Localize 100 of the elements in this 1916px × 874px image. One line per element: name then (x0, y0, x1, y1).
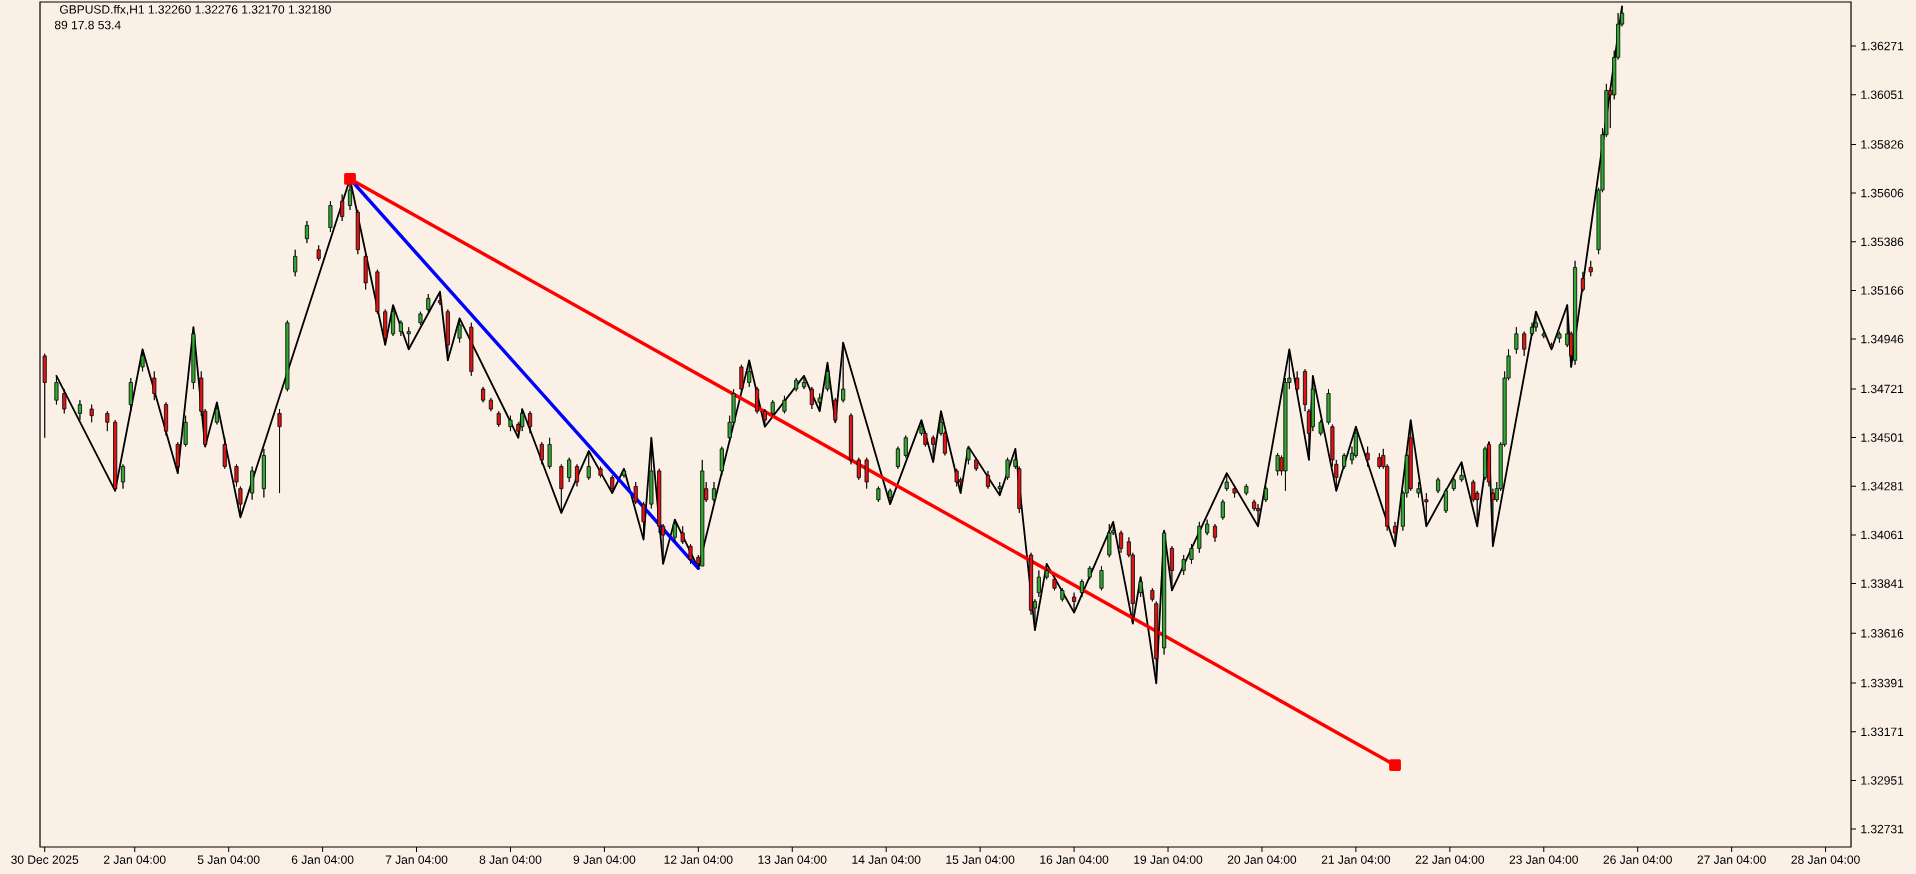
candlestick (1573, 260, 1578, 366)
candlestick (1326, 388, 1331, 425)
candlestick (1275, 452, 1280, 476)
y-tick-label: 1.36271 (1861, 41, 1904, 51)
candlestick (770, 399, 775, 417)
candlestick (328, 200, 333, 233)
y-tick-label: 1.35166 (1861, 286, 1904, 295)
candlestick (1295, 371, 1300, 392)
candlestick (398, 320, 403, 337)
candlestick (841, 342, 846, 403)
candlestick (559, 463, 564, 514)
candlestick (1588, 260, 1593, 277)
x-tick-label: 19 Jan 04:00 (1134, 855, 1203, 864)
candlestick (426, 293, 431, 313)
x-tick-label: 5 Jan 04:00 (197, 855, 260, 864)
chart-title: GBPUSD.ffx,H1 1.32260 1.32276 1.32170 1.32180 (60, 4, 331, 16)
candlestick (1451, 474, 1456, 492)
candlestick (1052, 576, 1057, 591)
candlestick (234, 463, 239, 487)
candlestick (1302, 368, 1308, 412)
candlestick (809, 386, 814, 410)
candlestick (89, 404, 94, 423)
candlestick (391, 304, 396, 337)
candlestick (610, 474, 615, 494)
candlestick (214, 401, 219, 425)
x-tick-label: 13 Jan 04:00 (758, 855, 827, 864)
candlestick (864, 457, 869, 490)
candlestick (1244, 483, 1249, 496)
candlestick (700, 459, 705, 567)
candlestick (140, 348, 145, 372)
candlestick (762, 408, 767, 428)
y-tick-label: 1.33616 (1861, 629, 1904, 638)
candlestick (250, 466, 255, 501)
candlestick (383, 309, 388, 346)
candlestick (261, 448, 266, 498)
candlestick (1580, 271, 1585, 293)
candlestick (128, 377, 133, 412)
candlestick (1224, 472, 1229, 492)
x-tick-label: 28 Jan 04:00 (1791, 855, 1860, 864)
candlestick (469, 322, 474, 377)
candlestick (1107, 523, 1112, 558)
candlestick (375, 269, 380, 315)
candlestick (1514, 326, 1519, 355)
candlestick (1365, 446, 1370, 467)
candlestick (1087, 565, 1092, 580)
candlestick (931, 435, 936, 463)
candlestick (1557, 331, 1562, 344)
y-tick-label: 1.35606 (1861, 188, 1904, 198)
candlestick (974, 457, 979, 472)
candlestick (711, 481, 717, 503)
x-tick-label: 30 Dec 2025 (11, 855, 79, 864)
candlestick (355, 209, 360, 255)
y-tick-label: 1.35826 (1861, 140, 1904, 149)
candlestick (496, 410, 501, 428)
candlestick (1533, 311, 1538, 332)
candlestick (1197, 521, 1202, 554)
candlestick (445, 309, 450, 361)
candlestick (833, 397, 838, 423)
y-tick-label: 1.34946 (1861, 334, 1904, 344)
candlestick (488, 397, 493, 412)
candlestick (1169, 545, 1174, 591)
candlestick (238, 486, 243, 518)
candlestick (191, 326, 196, 390)
candlestick (621, 468, 627, 478)
candlestick (641, 501, 646, 540)
x-tick-label: 27 Jan 04:00 (1697, 855, 1766, 864)
y-tick-label: 1.34721 (1861, 384, 1904, 394)
candlestick (285, 320, 290, 392)
y-tick-label: 1.34281 (1861, 481, 1904, 491)
candlestick (801, 375, 807, 390)
candlestick (120, 463, 126, 490)
x-tick-label: 22 Jan 04:00 (1415, 855, 1485, 864)
candlestick (1044, 563, 1049, 580)
x-tick-label: 15 Jan 04:00 (946, 855, 1015, 864)
candlestick (1036, 570, 1041, 598)
text: 89 17.8 53.4 (54, 20, 121, 30)
candlestick (1377, 452, 1382, 470)
candlestick (293, 249, 298, 277)
candlestick (848, 413, 854, 465)
candlestick (574, 463, 580, 487)
candlestick (672, 519, 677, 543)
candlestick (598, 466, 603, 478)
candlestick (817, 393, 822, 412)
candlestick (688, 543, 693, 565)
y-tick-label: 1.33171 (1861, 727, 1904, 737)
candlestick (113, 419, 118, 492)
candlestick (888, 488, 893, 505)
candlestick (1099, 565, 1104, 591)
candlestick (782, 395, 787, 414)
candlestick (1443, 488, 1448, 514)
x-tick-label: 20 Jan 04:00 (1227, 855, 1297, 864)
candlestick (457, 317, 462, 344)
candlestick (418, 311, 423, 326)
candlestick (105, 410, 110, 432)
x-tick-label: 2 Jan 04:00 (103, 855, 166, 864)
candlestick (755, 386, 760, 414)
candlestick (1079, 578, 1084, 598)
candlestick (508, 415, 513, 432)
candlestick (1459, 461, 1464, 483)
candlestick (1541, 331, 1546, 339)
